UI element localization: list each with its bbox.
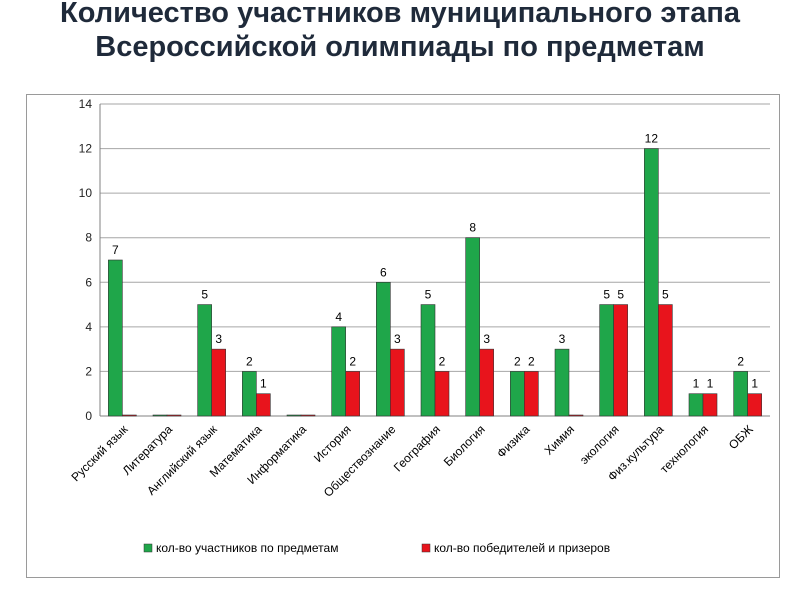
chart-title: Количество участников муниципального эта…: [60, 0, 740, 63]
y-tick-label: 14: [79, 97, 93, 111]
bar-participants: [420, 304, 436, 417]
bar-participants: [644, 148, 659, 417]
bar-winners: [568, 414, 584, 417]
data-label: 2: [528, 354, 535, 368]
x-tick-label: Химия: [542, 422, 577, 457]
legend-swatch: [421, 543, 431, 553]
data-label: 3: [483, 332, 490, 346]
y-tick-label: 8: [85, 231, 92, 245]
bar-winners: [122, 414, 137, 417]
bar-participants: [465, 237, 480, 417]
bar-participants: [197, 304, 212, 417]
bar-winners: [524, 371, 539, 417]
bar-participants: [510, 371, 525, 417]
bar-winners: [434, 371, 450, 417]
bar-winners: [345, 371, 360, 417]
data-label: 4: [335, 310, 342, 324]
legend-label: кол-во участников по предметам: [156, 541, 338, 555]
bar-winners: [390, 348, 405, 417]
data-label: 2: [737, 354, 744, 368]
legend-label: кол-во победителей и призеров: [434, 541, 610, 555]
data-label: 2: [349, 354, 356, 368]
bar-participants: [554, 348, 570, 417]
data-label: 3: [394, 332, 401, 346]
y-tick-label: 2: [85, 364, 92, 378]
data-label: 5: [662, 288, 669, 302]
x-tick-label: История: [311, 422, 354, 465]
y-tick-label: 10: [79, 186, 93, 200]
bar-participants: [242, 371, 257, 417]
y-tick-label: 0: [85, 409, 92, 423]
x-tick-label: ОБЖ: [726, 422, 756, 452]
data-label: 1: [707, 377, 714, 391]
bar-winners: [211, 348, 226, 417]
bar-winners: [300, 414, 316, 417]
bar-winners: [658, 304, 673, 417]
bar-participants: [599, 304, 614, 417]
bar-participants: [108, 259, 123, 417]
x-tick-label: Русский язык: [68, 422, 131, 485]
bar-participants: [376, 281, 391, 417]
bar-winners: [479, 348, 494, 417]
legend-swatch: [143, 543, 153, 553]
data-label: 3: [559, 332, 566, 346]
bar-winners: [613, 304, 628, 417]
bar-participants: [152, 414, 168, 417]
x-tick-label: Физика: [494, 422, 533, 461]
data-label: 5: [201, 288, 208, 302]
bar-winners: [166, 414, 182, 417]
bar-winners: [256, 393, 271, 417]
data-label: 7: [112, 243, 119, 257]
data-label: 6: [380, 265, 387, 279]
x-tick-label: экология: [577, 422, 622, 467]
data-label: 3: [215, 332, 222, 346]
x-tick-label: технология: [657, 422, 711, 476]
bar-participants: [331, 326, 346, 417]
data-label: 8: [469, 221, 476, 235]
y-tick-label: 4: [85, 320, 92, 334]
bar-participants: [688, 393, 704, 417]
data-label: 12: [645, 132, 659, 146]
x-tick-label: Биология: [441, 422, 488, 469]
x-tick-label: География: [391, 422, 443, 474]
data-label: 5: [617, 288, 624, 302]
data-label: 5: [425, 288, 432, 302]
data-label: 2: [514, 354, 521, 368]
bar-participants: [286, 414, 302, 417]
data-label: 1: [260, 377, 267, 391]
bar-winners: [747, 393, 762, 417]
bar-participants: [733, 371, 748, 417]
data-label: 1: [693, 377, 700, 391]
data-label: 2: [246, 354, 253, 368]
y-tick-label: 12: [79, 142, 93, 156]
y-tick-label: 6: [85, 275, 92, 289]
data-label: 2: [439, 354, 446, 368]
bar-winners: [702, 393, 718, 417]
data-label: 5: [603, 288, 610, 302]
data-label: 1: [751, 377, 758, 391]
